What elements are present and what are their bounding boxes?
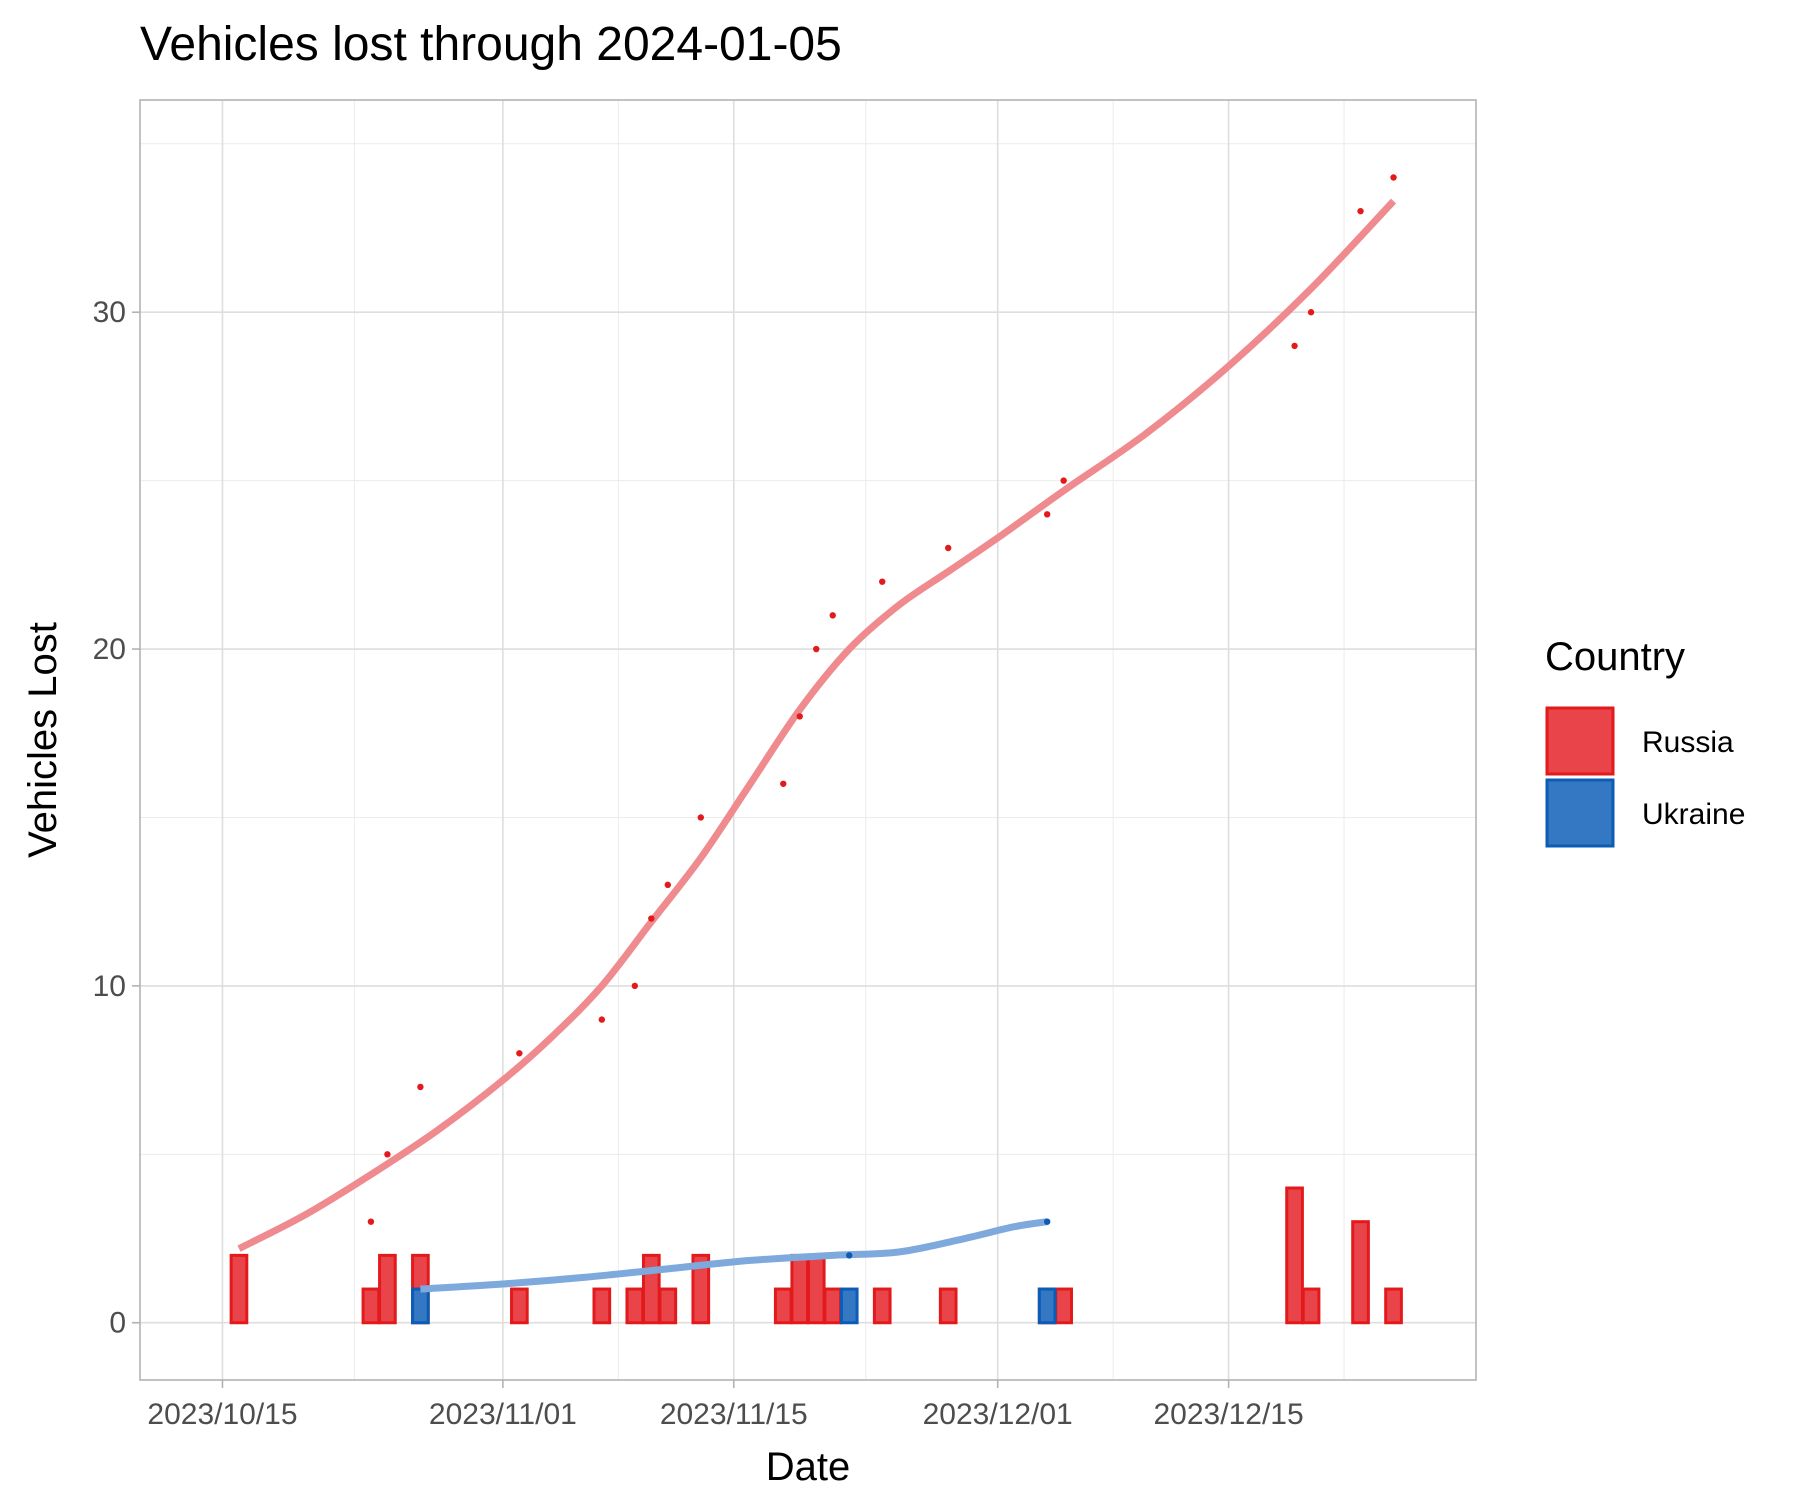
russia-cumulative-point: [813, 645, 820, 653]
russia-daily-bar: [1301, 1287, 1321, 1325]
russia-daily-bar: [1384, 1287, 1403, 1325]
russia-daily-bar: [229, 1253, 249, 1325]
russia-daily-bar: [773, 1287, 793, 1325]
y-tick-label: 10: [93, 970, 126, 1003]
russia-daily-bar: [691, 1253, 711, 1325]
russia-daily-bar: [1351, 1220, 1370, 1325]
ukraine-daily-bar: [411, 1287, 430, 1325]
russia-cumulative-point: [367, 1218, 375, 1225]
russia-cumulative-point: [780, 780, 787, 787]
russia-cumulative-point: [1043, 511, 1051, 518]
daily-bars: [229, 1186, 1403, 1325]
legend: Country Russia Ukraine: [1545, 635, 1745, 848]
russia-daily-bar: [378, 1253, 397, 1325]
russia-cumulative-point: [631, 982, 639, 990]
russia-daily-bar: [658, 1287, 678, 1325]
legend-items: Russia Ukraine: [1545, 706, 1745, 848]
russia-cumulative-point: [384, 1151, 391, 1158]
smooth-trend-lines: [237, 198, 1397, 1293]
russia-legend-key: [1545, 706, 1615, 776]
russia-cumulative-point: [1307, 309, 1315, 316]
russia-daily-bar: [510, 1287, 529, 1325]
russia-cumulative-point: [697, 814, 704, 821]
russia-daily-bar: [1285, 1186, 1304, 1325]
russia-daily-bar: [1054, 1287, 1073, 1325]
chart-title: Vehicles lost through 2024-01-05: [140, 18, 842, 71]
y-tick-label: 30: [93, 296, 126, 329]
russia-daily-bar: [641, 1253, 661, 1325]
ukraine-daily-bar: [1037, 1287, 1057, 1325]
russia-daily-bar: [872, 1287, 892, 1325]
x-tick-label: 2023/12/01: [923, 1398, 1073, 1431]
russia-cumulative-point: [1390, 174, 1397, 181]
ukraine-legend-key: [1545, 778, 1615, 848]
legend-title: Country: [1545, 635, 1685, 679]
russia-legend-label: Russia: [1642, 726, 1734, 759]
russia-cumulative-point: [879, 578, 886, 585]
cumulative-points: [367, 174, 1397, 1259]
russia-cumulative-point: [1357, 207, 1364, 215]
russia-cumulative-point: [598, 1016, 606, 1023]
russia-cumulative-point: [1291, 342, 1298, 350]
y-tick-label: 20: [93, 633, 126, 666]
russia-daily-bar: [938, 1287, 958, 1325]
ukraine-smooth-line: [420, 1218, 1048, 1293]
russia-cumulative-point: [944, 544, 952, 552]
russia-cumulative-point: [1060, 477, 1067, 484]
x-tick-label: 2023/11/15: [660, 1398, 808, 1431]
ukraine-cumulative-point: [1043, 1218, 1051, 1225]
ukraine-daily-bar: [839, 1287, 859, 1325]
x-tick-label: 2023/12/15: [1154, 1398, 1304, 1431]
russia-daily-bar: [790, 1253, 810, 1325]
y-axis-title: Vehicles Lost: [21, 622, 65, 858]
russia-smooth-line: [237, 198, 1397, 1252]
grid-lines: [140, 100, 1476, 1380]
y-axis-ticks: 0 10 20 30: [93, 296, 140, 1340]
russia-daily-bar: [625, 1287, 645, 1325]
russia-daily-bar: [823, 1287, 843, 1325]
x-tick-label: 2023/11/01: [429, 1398, 577, 1431]
russia-daily-bar: [806, 1253, 826, 1325]
ukraine-cumulative-point: [846, 1252, 853, 1259]
x-tick-label: 2023/10/15: [147, 1398, 297, 1431]
ukraine-legend-label: Ukraine: [1642, 798, 1745, 831]
russia-cumulative-point: [796, 713, 803, 720]
russia-daily-bar: [592, 1287, 612, 1325]
russia-cumulative-point: [664, 881, 672, 889]
russia-daily-bar: [361, 1287, 381, 1325]
russia-cumulative-point: [417, 1083, 424, 1091]
x-axis-ticks: 2023/10/15 2023/11/01 2023/11/15 2023/12/01…: [147, 1380, 1304, 1431]
russia-cumulative-point: [516, 1050, 523, 1057]
y-tick-label: 0: [109, 1307, 126, 1340]
russia-cumulative-point: [648, 915, 655, 922]
russia-cumulative-point: [829, 612, 836, 619]
panel-border: [139, 99, 1477, 1381]
x-axis-title: Date: [766, 1445, 851, 1489]
